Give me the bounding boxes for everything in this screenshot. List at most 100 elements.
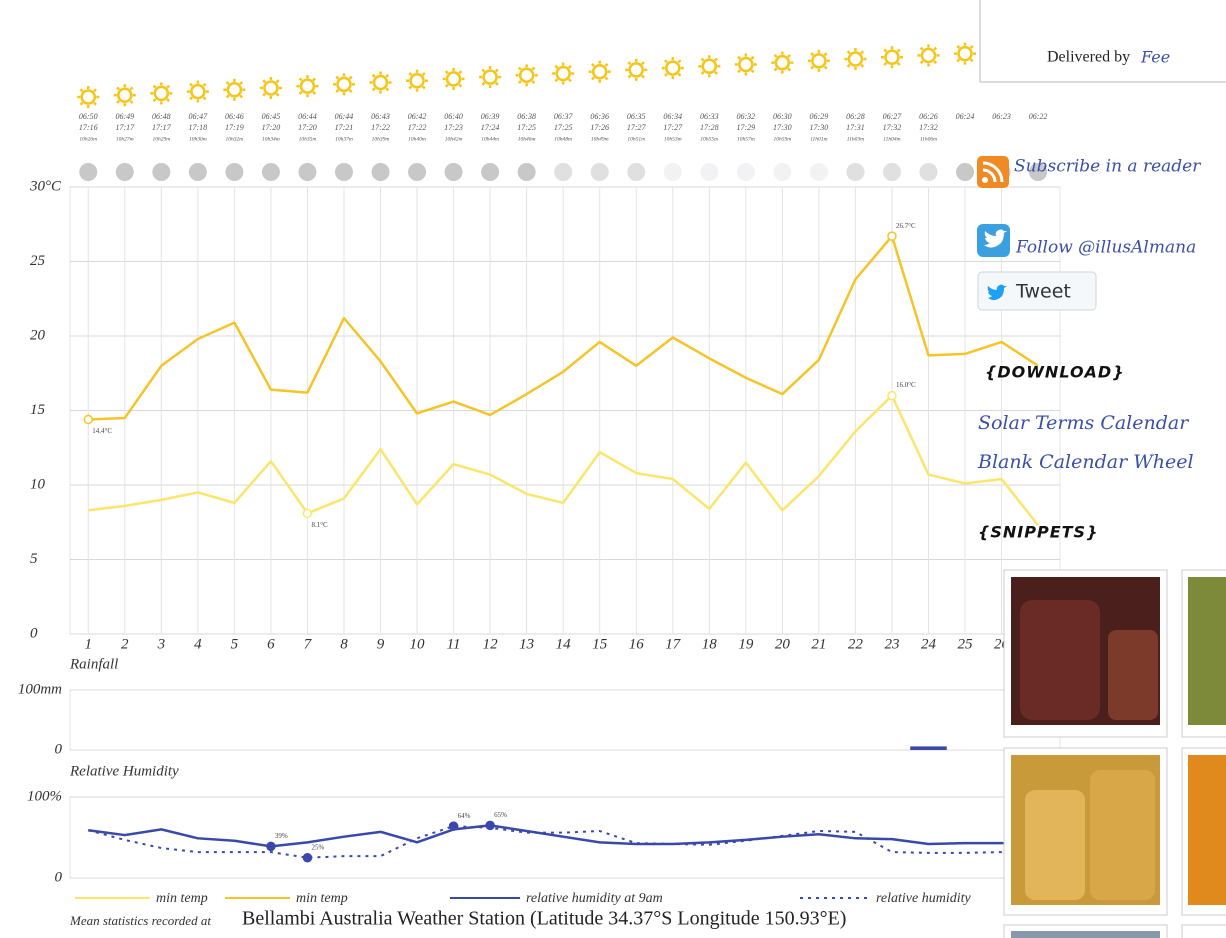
sun-disc (557, 67, 570, 80)
moon-phase (116, 163, 134, 181)
y-tick-label: 25 (30, 253, 46, 269)
sun-icon (771, 52, 793, 74)
x-tick-label: 23 (884, 636, 899, 652)
day-length: 11h06m (920, 136, 937, 142)
value-label: 65% (494, 811, 507, 819)
sun-ray (94, 89, 96, 91)
sunset: 17:19 (225, 123, 244, 132)
sun-ray (350, 77, 352, 79)
sun-ray (738, 57, 740, 59)
moon-phase (810, 163, 828, 181)
sun-ray (592, 77, 594, 79)
point-marker (303, 854, 311, 862)
follow-link[interactable]: Follow @illusAlmana (1015, 238, 1196, 258)
day-length: 10h27m (116, 136, 134, 142)
x-tick-label: 17 (665, 636, 682, 652)
tweet-label[interactable]: Tweet (1015, 281, 1071, 303)
download-link[interactable]: Solar Terms Calendar (978, 412, 1190, 434)
moon-phase (298, 163, 316, 181)
moon-phase (372, 163, 390, 181)
sun-icon (516, 64, 538, 86)
feed-link[interactable]: Fee (1140, 48, 1170, 67)
x-tick-label: 10 (410, 636, 426, 652)
sun-ray (678, 74, 680, 76)
x-tick-label: 13 (519, 636, 534, 652)
sunrise: 06:42 (408, 112, 427, 121)
sun-ray (263, 80, 265, 82)
sun-ray (825, 53, 827, 55)
rss-icon[interactable] (977, 156, 1009, 188)
sunrise: 06:50 (79, 112, 98, 121)
sun-ray (446, 85, 448, 87)
photo[interactable] (1188, 755, 1226, 905)
point-marker (267, 842, 275, 850)
y-tick-label: 10 (30, 476, 46, 492)
sunset: 17:30 (810, 123, 829, 132)
sun-ray (555, 79, 557, 81)
x-tick-label: 14 (556, 636, 572, 652)
day-length: 10h35m (299, 136, 317, 142)
sun-ray (971, 46, 973, 48)
subscribe-link[interactable]: Subscribe in a reader (1014, 157, 1201, 177)
y-tick-label: 100mm (18, 681, 62, 697)
sun-ray (336, 90, 338, 92)
sunset: 17:32 (883, 123, 902, 132)
x-tick-label: 9 (377, 636, 385, 652)
value-label: 16.0°C (896, 381, 916, 389)
sunset: 17:27 (663, 123, 683, 132)
download-link[interactable]: Blank Calendar Wheel (977, 451, 1194, 473)
sun-ray (300, 92, 302, 94)
sun-disc (264, 81, 277, 94)
day-length: 10h34m (262, 135, 280, 142)
day-length: 10h32m (226, 136, 244, 142)
sunrise: 06:34 (663, 112, 682, 121)
sun-ray (788, 68, 790, 70)
sun-ray (240, 82, 242, 84)
sun-icon (443, 68, 465, 90)
sun-ray (532, 68, 534, 70)
sunrise: 06:49 (115, 112, 134, 121)
sun-icon (114, 84, 136, 106)
sun-ray (861, 65, 863, 67)
sun-icon (187, 81, 209, 103)
day-length: 10h59m (773, 136, 791, 142)
sun-ray (605, 64, 607, 66)
x-tick-label: 6 (267, 636, 275, 652)
sun-ray (313, 92, 315, 94)
sun-disc (885, 51, 898, 64)
y-tick-label: 0 (55, 869, 63, 885)
moon-phase (518, 163, 536, 181)
sun-icon (698, 55, 720, 77)
sun-ray (665, 60, 667, 62)
x-tick-label: 2 (121, 636, 129, 652)
sun-disc (82, 91, 95, 104)
bar (910, 746, 947, 750)
photo[interactable] (1188, 577, 1226, 725)
sunset: 17:23 (444, 123, 463, 132)
day-length: 10h37m (335, 136, 353, 142)
x-tick-label: 21 (811, 636, 826, 652)
x-tick-label: 22 (848, 636, 864, 652)
sun-disc (447, 72, 460, 85)
sunrise: 06:44 (335, 112, 354, 121)
value-label: 25% (311, 843, 324, 851)
sunset: 17:27 (627, 123, 647, 132)
moon-phase (481, 163, 499, 181)
day-length: 10h53m (664, 136, 682, 142)
sunset: 17:22 (371, 123, 390, 132)
sun-ray (811, 53, 813, 55)
sun-icon (735, 53, 757, 75)
sun-ray (409, 86, 411, 88)
photo[interactable] (1011, 931, 1160, 938)
x-tick-label: 20 (775, 636, 791, 652)
day-length: 11h03m (847, 136, 864, 142)
moon-phase (335, 163, 353, 181)
day-length: 10h55m (700, 136, 718, 142)
sun-icon (662, 57, 684, 79)
snippet-photos (1004, 570, 1226, 938)
sun-ray (263, 94, 265, 96)
photo-frame[interactable] (1182, 925, 1226, 938)
sun-ray (934, 48, 936, 50)
moon-phase (445, 163, 463, 181)
sun-ray (190, 97, 192, 99)
